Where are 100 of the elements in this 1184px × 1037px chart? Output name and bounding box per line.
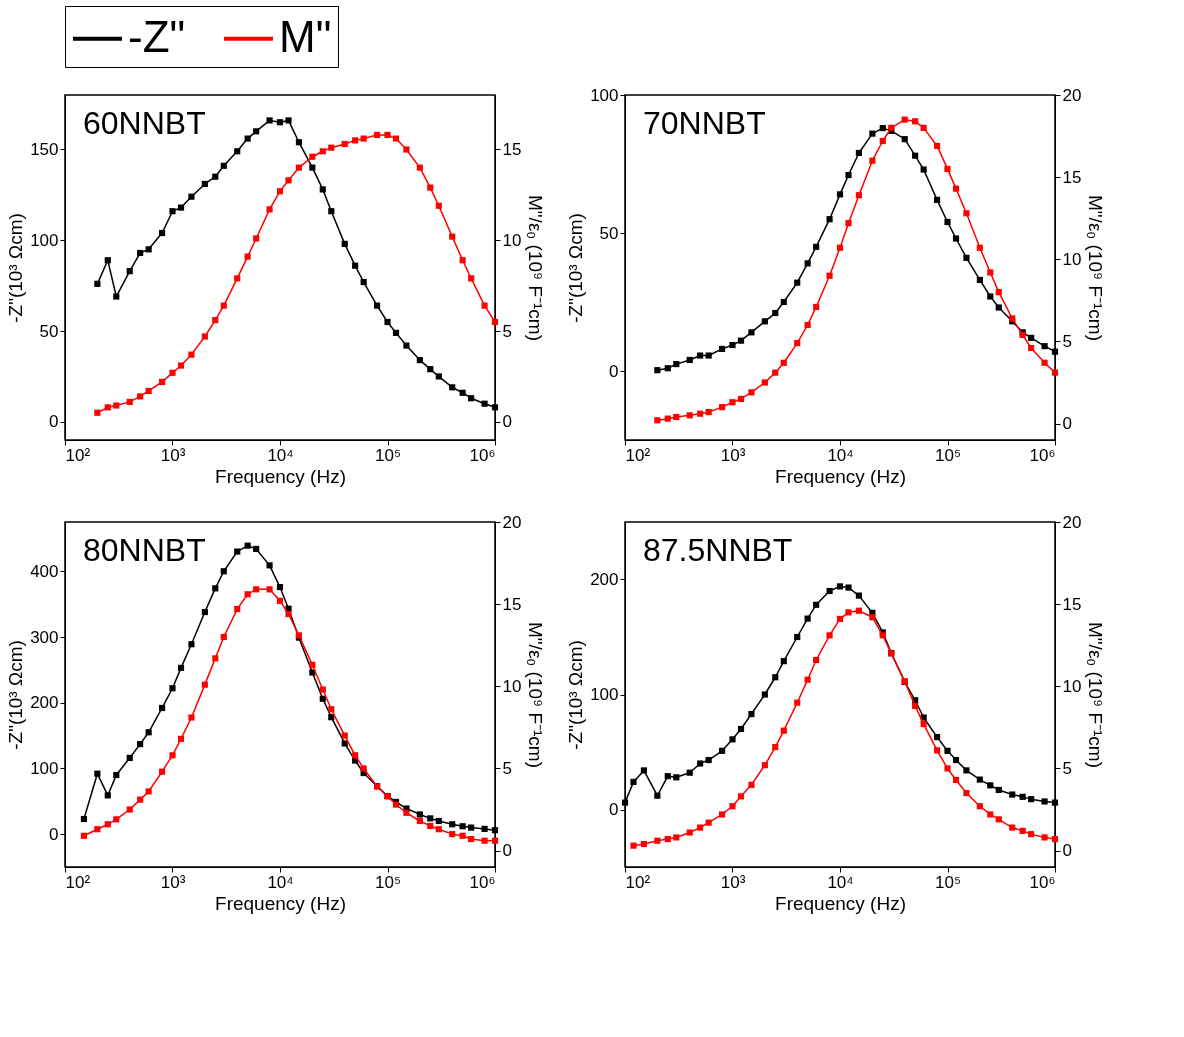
point	[976, 244, 983, 251]
point	[934, 196, 941, 203]
point	[104, 792, 111, 799]
point	[772, 743, 779, 751]
point	[901, 136, 908, 143]
legend-label: -Z"	[128, 11, 186, 61]
point	[761, 318, 768, 325]
point	[748, 710, 755, 718]
y2-tick-label: 5	[1062, 758, 1072, 778]
point	[384, 131, 391, 139]
point	[374, 302, 381, 309]
point	[944, 765, 951, 772]
point	[126, 398, 133, 405]
point	[104, 821, 111, 828]
point	[244, 135, 251, 142]
x-tick-label: 10⁴	[267, 445, 294, 465]
point	[804, 676, 811, 683]
point	[976, 776, 983, 783]
y2-tick-label: 20	[502, 512, 522, 532]
point	[748, 781, 755, 788]
point	[640, 840, 648, 848]
point	[169, 752, 176, 759]
point	[912, 152, 919, 159]
point	[285, 610, 292, 618]
x-tick-label: 10⁶	[469, 445, 496, 465]
x-tick-label: 10³	[160, 445, 186, 465]
point	[804, 260, 811, 267]
point	[987, 782, 994, 789]
point	[234, 605, 241, 613]
point	[944, 218, 951, 226]
point	[319, 148, 326, 155]
point	[836, 191, 844, 198]
point	[352, 752, 359, 759]
x-tick-label: 10³	[720, 445, 746, 465]
y-tick-label: 100	[590, 85, 619, 105]
point	[459, 389, 466, 396]
point	[266, 117, 273, 124]
point	[737, 793, 745, 800]
x-tick-label: 10⁴	[827, 872, 854, 892]
point	[352, 262, 359, 269]
point	[1051, 369, 1059, 376]
x-tick-label: 10²	[625, 445, 651, 465]
y2-tick-label: 20	[1062, 512, 1082, 532]
y-axis-title: -Z"(10³ Ωcm)	[5, 213, 27, 323]
point	[328, 714, 335, 721]
point	[137, 796, 144, 803]
y2-axis-title: M"/ε₀ (10⁹ F⁻¹cm)	[1085, 195, 1107, 341]
point	[319, 686, 326, 693]
point	[705, 756, 712, 764]
point	[449, 821, 456, 828]
point	[253, 128, 260, 135]
point	[427, 815, 434, 822]
point	[481, 837, 488, 844]
point	[126, 806, 133, 813]
x-tick-label: 10⁴	[267, 872, 294, 892]
x-tick-label: 10⁵	[935, 872, 961, 892]
point	[869, 157, 876, 164]
point	[341, 240, 348, 247]
point	[813, 243, 820, 250]
point	[491, 404, 499, 411]
y-tick-label: 0	[609, 361, 619, 381]
point	[266, 206, 273, 213]
point	[328, 706, 335, 713]
y2-tick-label: 0	[502, 841, 512, 861]
point	[804, 615, 811, 622]
point	[719, 747, 726, 754]
x-tick-label: 10⁵	[375, 872, 401, 892]
x-tick-label: 10⁵	[935, 445, 961, 465]
y-tick-label: 200	[590, 570, 619, 589]
point	[94, 409, 101, 416]
point	[772, 369, 779, 376]
y-tick-label: 200	[30, 693, 59, 713]
y2-tick-label: 10	[1062, 249, 1082, 269]
point	[416, 357, 423, 364]
point	[836, 583, 844, 590]
point	[664, 415, 671, 422]
y2-tick-label: 10	[502, 676, 522, 696]
y-tick-label: 100	[30, 230, 59, 250]
point	[253, 545, 260, 553]
point	[137, 741, 144, 748]
point	[459, 257, 466, 264]
point	[855, 607, 863, 614]
point	[836, 615, 844, 623]
point	[159, 229, 166, 237]
point	[836, 244, 844, 251]
point	[309, 661, 316, 669]
point	[276, 188, 284, 195]
point	[654, 837, 661, 844]
point	[253, 586, 260, 593]
y-tick-label: 300	[30, 627, 59, 647]
point	[794, 339, 801, 347]
point	[640, 767, 648, 774]
point	[201, 333, 208, 340]
point	[212, 173, 219, 180]
point	[427, 366, 434, 373]
point	[94, 770, 101, 777]
point	[901, 116, 908, 123]
point	[1009, 824, 1016, 831]
point	[630, 842, 637, 849]
y-axis-title: -Z"(10³ Ωcm)	[565, 640, 587, 750]
